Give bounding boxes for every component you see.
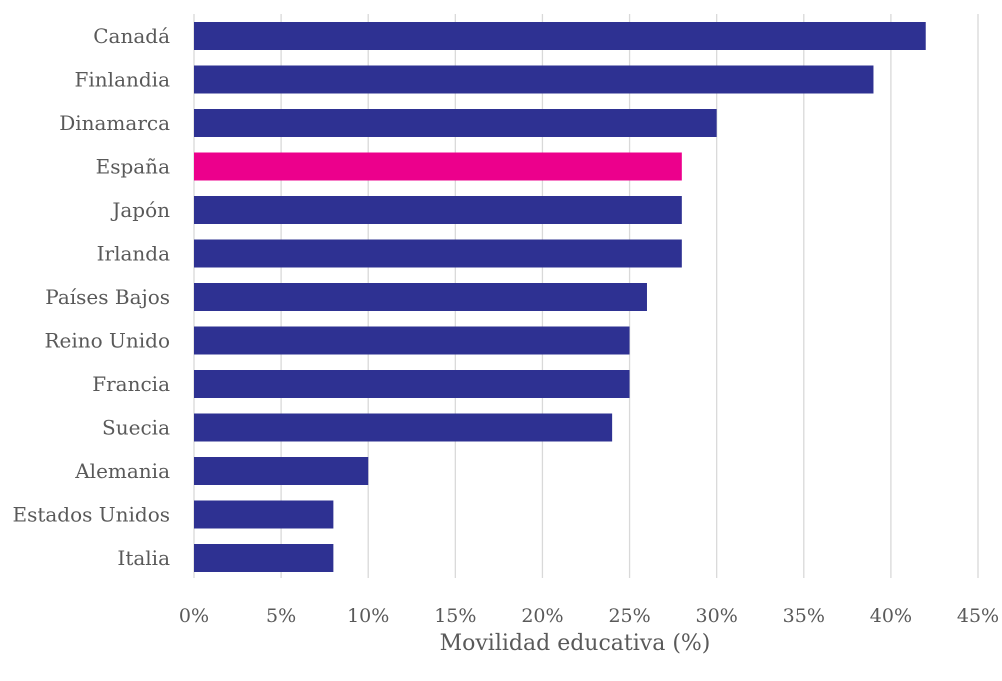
bar: [194, 152, 682, 181]
bar: [194, 370, 630, 398]
x-tick-label: 35%: [783, 605, 825, 627]
category-label: Alemania: [74, 459, 170, 483]
x-tick-label: 15%: [434, 605, 476, 627]
category-label: Japón: [110, 198, 170, 222]
x-tick-label: 20%: [521, 605, 563, 627]
category-label: Reino Unido: [44, 329, 170, 353]
x-tick-label: 30%: [696, 605, 738, 627]
category-label: Dinamarca: [59, 111, 170, 135]
bar: [194, 326, 630, 355]
x-tick-label: 40%: [870, 605, 912, 627]
bar: [194, 22, 926, 50]
bar: [194, 109, 717, 137]
bar: [194, 196, 682, 224]
bar: [194, 500, 334, 529]
x-tick-labels: 0% 5% 10% 15% 20% 25% 30% 35% 40% 45%: [179, 605, 999, 627]
category-label: Suecia: [102, 416, 170, 440]
category-label: Países Bajos: [45, 285, 170, 309]
x-tick-label: 45%: [957, 605, 999, 627]
category-label: Canadá: [93, 24, 170, 48]
category-labels: Canadá Finlandia Dinamarca España Japón Irlan…: [12, 24, 170, 570]
bar: [194, 239, 682, 268]
category-label: Italia: [117, 546, 170, 570]
x-tick-label: 5%: [266, 605, 296, 627]
bars: [194, 22, 926, 572]
category-label: España: [96, 155, 170, 179]
category-label: Irlanda: [97, 242, 170, 266]
bar: [194, 65, 874, 94]
category-label: Finlandia: [75, 68, 171, 92]
bar: [194, 413, 613, 442]
bar: [194, 283, 647, 311]
bar: [194, 544, 334, 572]
category-label: Francia: [92, 372, 170, 396]
x-tick-label: 0%: [179, 605, 209, 627]
x-axis-title: Movilidad educativa (%): [440, 631, 711, 656]
bar: [194, 457, 369, 485]
x-tick-label: 25%: [608, 605, 650, 627]
x-tick-label: 10%: [347, 605, 389, 627]
category-label: Estados Unidos: [12, 503, 170, 527]
